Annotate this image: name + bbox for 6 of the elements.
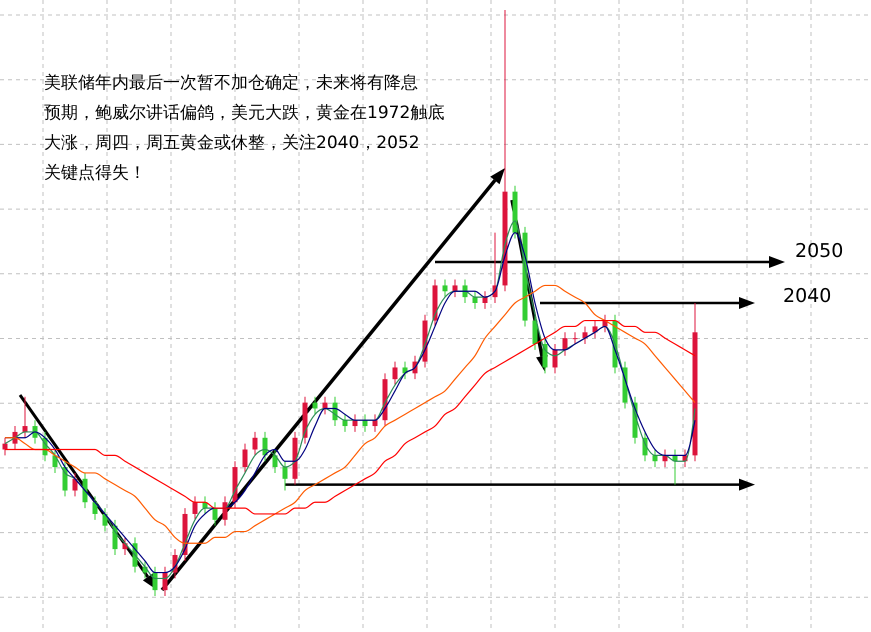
annotation: 美联储年内最后一次暂不加仓确定，未来将有降息 [44, 73, 418, 93]
text: 2040 [783, 285, 832, 307]
text: 2050 [795, 240, 844, 262]
annotation: 大涨，周四，周五黄金或休整，关注2040，2052 [44, 133, 420, 153]
annotation: 预期，鲍威尔讲话偏鸽，美元大跌，黄金在1972触底 [44, 103, 444, 123]
annotation: 关键点得失！ [44, 163, 146, 183]
